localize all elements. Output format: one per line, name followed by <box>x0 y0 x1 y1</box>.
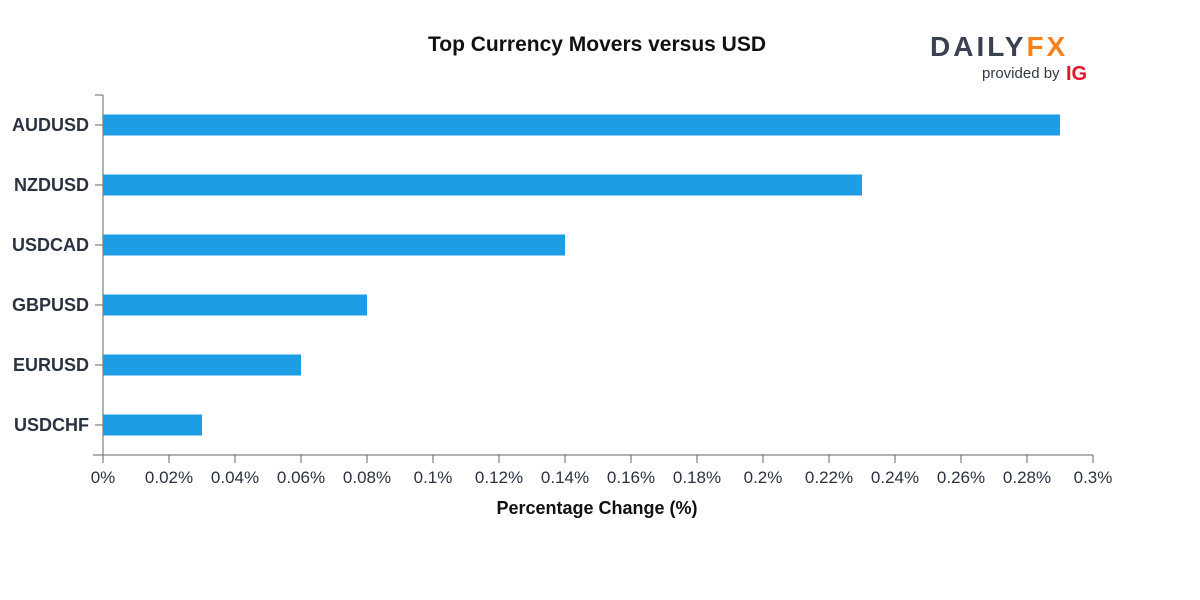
dailyfx-logo: DAILYFX provided by IG <box>930 31 1087 85</box>
x-tick-label: 0.26% <box>937 468 985 487</box>
x-tick-label: 0.18% <box>673 468 721 487</box>
logo-wordmark: DAILYFX <box>930 31 1068 62</box>
x-tick-label: 0.14% <box>541 468 589 487</box>
category-label: USDCAD <box>12 235 89 255</box>
x-tick-label: 0.1% <box>414 468 453 487</box>
x-tick-label: 0.12% <box>475 468 523 487</box>
plot-area: AUDUSD NZDUSD USDCAD GBPUSD EURUSD USDCHF 0% 0.… <box>12 94 1113 487</box>
bar <box>103 234 565 256</box>
category-label: NZDUSD <box>14 175 89 195</box>
x-tick-label: 0.3% <box>1074 468 1113 487</box>
bar <box>103 114 1060 136</box>
logo-fx-text: FX <box>1026 31 1068 62</box>
x-axis-title: Percentage Change (%) <box>496 498 697 518</box>
bar <box>103 294 367 316</box>
bar <box>103 414 202 436</box>
category-label: GBPUSD <box>12 295 89 315</box>
logo-daily-text: DAILY <box>930 31 1026 62</box>
logo-provided-by: provided by <box>982 65 1060 82</box>
x-tick-label: 0% <box>91 468 116 487</box>
x-tick-label: 0.08% <box>343 468 391 487</box>
x-tick-label: 0.02% <box>145 468 193 487</box>
category-label: USDCHF <box>14 415 89 435</box>
category-label: AUDUSD <box>12 115 89 135</box>
category-label: EURUSD <box>13 355 89 375</box>
logo-ig-text: IG <box>1066 63 1087 85</box>
x-tick-label: 0.24% <box>871 468 919 487</box>
x-tick-label: 0.22% <box>805 468 853 487</box>
x-tick-label: 0.04% <box>211 468 259 487</box>
chart-title: Top Currency Movers versus USD <box>428 33 766 56</box>
x-tick-label: 0.16% <box>607 468 655 487</box>
x-tick-label: 0.06% <box>277 468 325 487</box>
x-tick-label: 0.28% <box>1003 468 1051 487</box>
x-tick-label: 0.2% <box>744 468 783 487</box>
bar <box>103 354 301 376</box>
bar <box>103 174 862 196</box>
